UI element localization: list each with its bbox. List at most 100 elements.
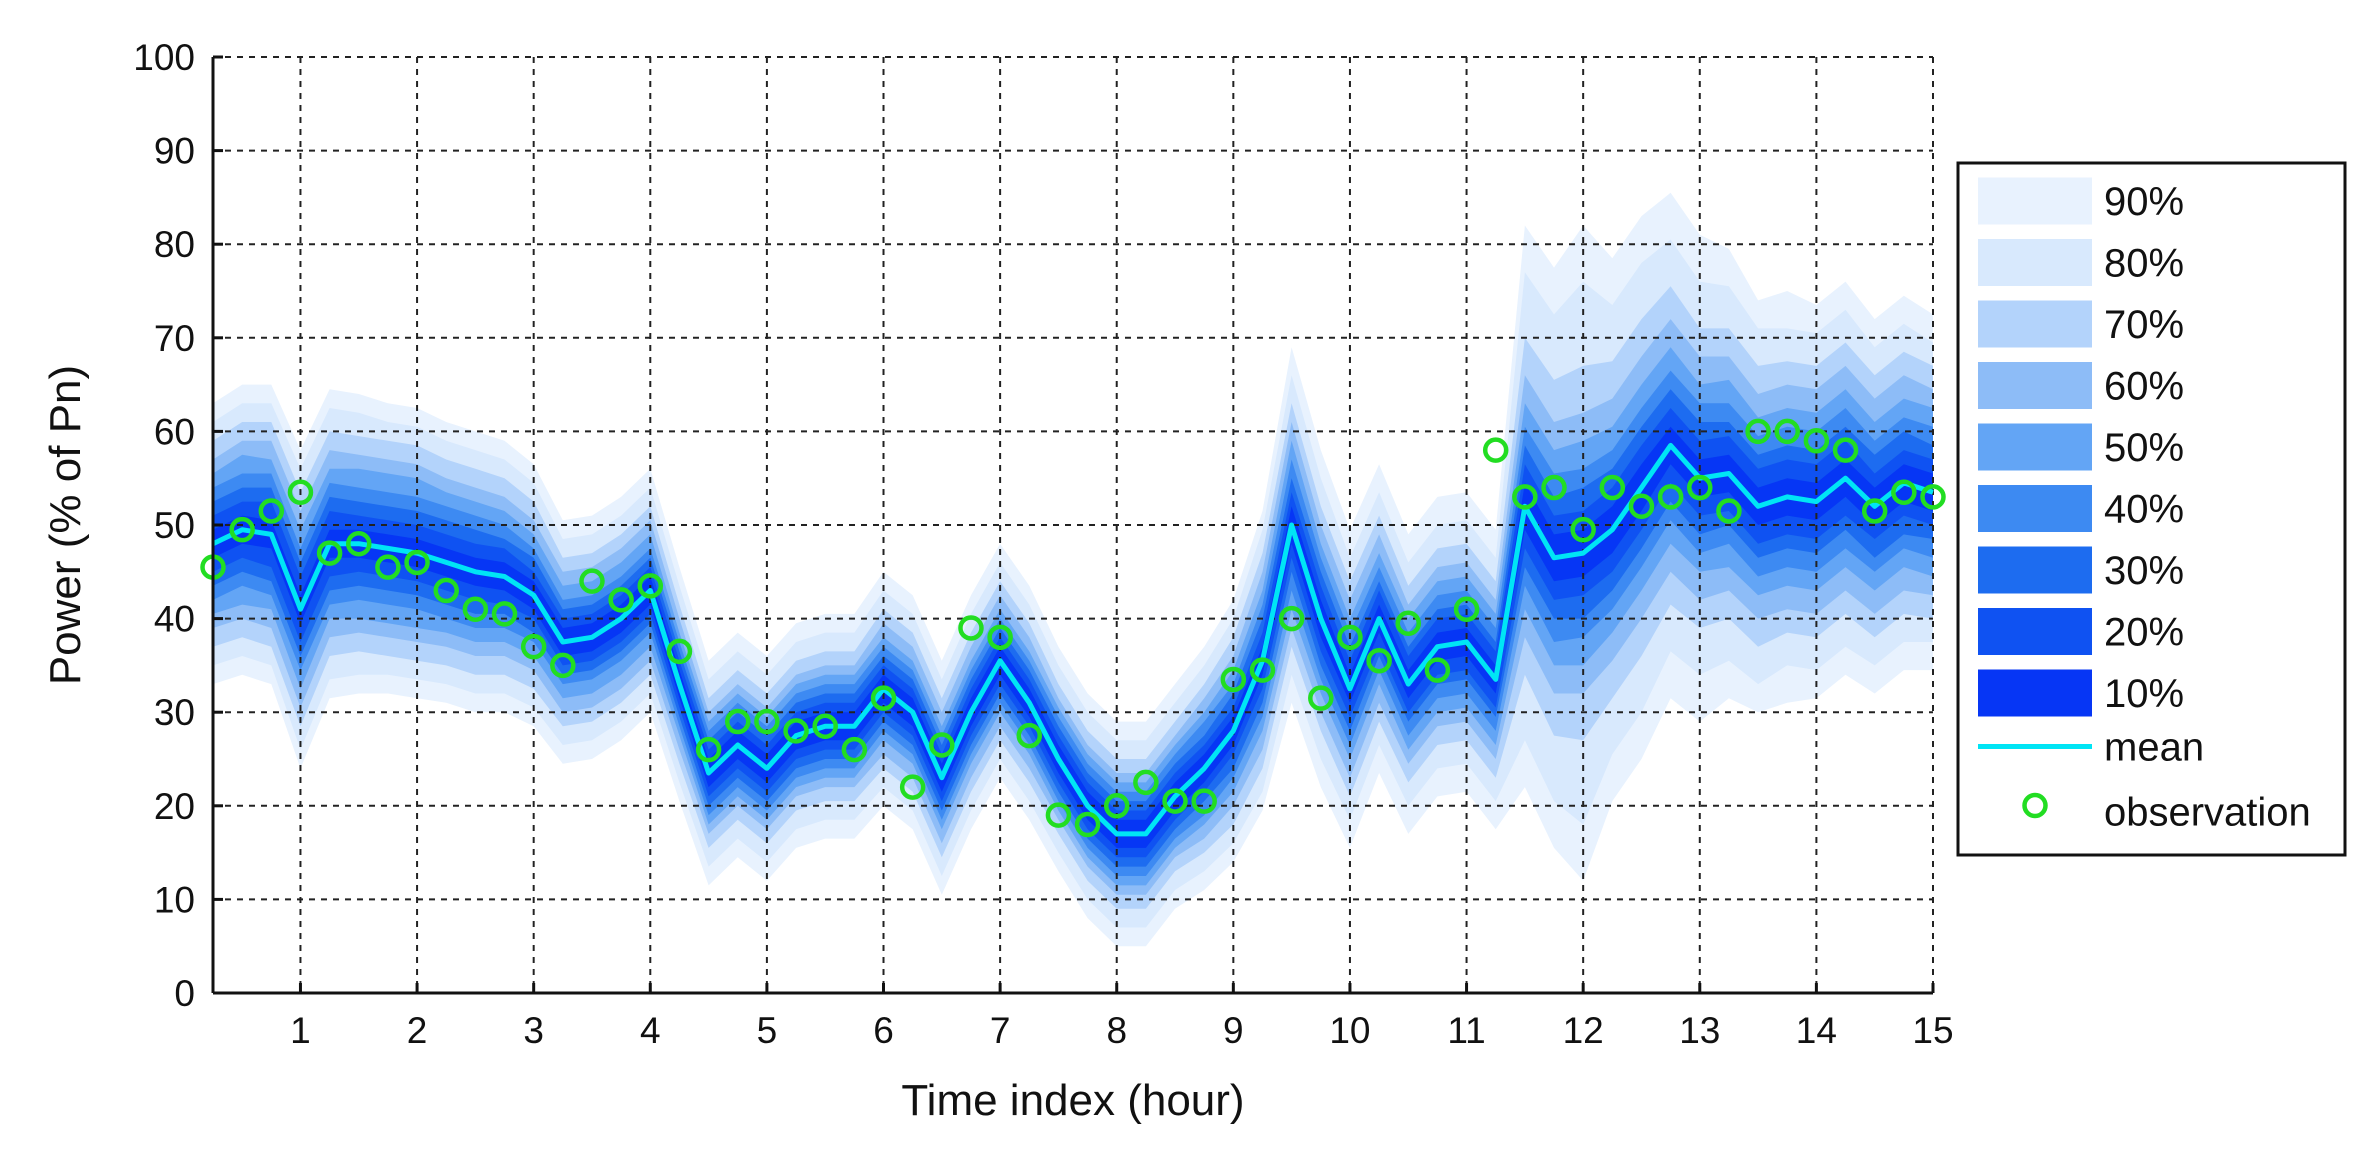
gridlines — [213, 56, 1934, 993]
observation-point — [841, 736, 868, 763]
x-tick-label: 8 — [1106, 1010, 1127, 1051]
x-tick-label: 5 — [757, 1010, 778, 1051]
observation-point — [1628, 493, 1655, 520]
observation-point — [1861, 498, 1888, 524]
legend-swatch — [1978, 300, 2092, 348]
observation-point — [1366, 647, 1392, 674]
x-tick-label: 15 — [1912, 1010, 1953, 1051]
observation-point — [1920, 484, 1946, 510]
y-tick-label: 20 — [154, 786, 195, 827]
observation-point — [1541, 474, 1567, 501]
observation-point — [433, 577, 459, 604]
observation-point — [724, 708, 751, 735]
observation-point — [1891, 479, 1917, 505]
observation-point — [1395, 610, 1422, 637]
x-tick-label: 6 — [873, 1010, 894, 1051]
y-tick-label: 80 — [154, 224, 195, 265]
x-tick-label: 10 — [1329, 1010, 1370, 1051]
observation-point — [666, 638, 693, 665]
observation-point — [1337, 624, 1363, 651]
legend-swatch — [1978, 177, 2092, 225]
x-tick-label: 14 — [1796, 1010, 1837, 1051]
legend-swatch — [1978, 423, 2092, 471]
observation-point — [1308, 685, 1334, 711]
observation-point — [1103, 793, 1130, 819]
observation-point — [1133, 769, 1159, 796]
x-tick-label: 7 — [990, 1010, 1011, 1051]
observation-point — [1016, 722, 1043, 749]
x-tick-label: 2 — [407, 1010, 428, 1051]
mean-series — [211, 442, 1934, 837]
observation-point — [608, 587, 634, 613]
legend-label: 70% — [2104, 303, 2184, 347]
observation-series — [200, 418, 1946, 838]
y-tick-label: 60 — [154, 411, 195, 452]
observation-point — [1162, 788, 1188, 814]
legend-label: mean — [2104, 726, 2204, 770]
mean-line — [211, 442, 1934, 837]
observation-point — [783, 718, 809, 744]
observation-point — [579, 568, 605, 594]
legend-label: 50% — [2104, 426, 2184, 470]
legend-swatch — [1978, 546, 2092, 594]
observation-point — [258, 498, 285, 524]
x-tick-label: 12 — [1563, 1010, 1604, 1051]
observation-point — [1512, 484, 1538, 510]
legend-label: 60% — [2104, 365, 2184, 409]
observation-point — [1774, 418, 1800, 445]
y-tick-label: 40 — [154, 599, 195, 640]
observation-point — [316, 540, 343, 566]
legend: 90% 80% 70% 60% 50% 40% 30% 20% 10% mean observati… — [1956, 161, 2347, 857]
x-tick-label: 3 — [523, 1010, 544, 1051]
band-80pct — [213, 239, 1933, 928]
legend-label: observation — [2104, 791, 2311, 835]
observation-point — [1249, 657, 1276, 683]
observation-point — [229, 516, 255, 543]
observation-point — [987, 624, 1013, 651]
observation-point — [1570, 516, 1596, 543]
legend-label: 90% — [2104, 180, 2184, 224]
observation-point — [1657, 484, 1684, 510]
observation-point — [520, 633, 547, 660]
legend-label: 80% — [2104, 242, 2184, 286]
observation-point — [1424, 657, 1451, 683]
observation-point — [1745, 418, 1771, 445]
observation-point — [899, 774, 926, 800]
observation-point — [404, 549, 430, 576]
observation-point — [1220, 666, 1247, 693]
legend-swatch — [1978, 608, 2092, 655]
legend-swatch — [1978, 669, 2092, 717]
legend-swatch — [1978, 362, 2092, 409]
observation-point — [1832, 437, 1859, 463]
observation-point — [812, 713, 838, 739]
observation-point — [346, 530, 372, 557]
observation-point — [870, 685, 897, 711]
observation-point — [1453, 596, 1480, 622]
observation-point — [462, 596, 489, 622]
y-axis-label: Power (% of Pn) — [41, 365, 90, 685]
observation-point — [1599, 474, 1626, 501]
observation-point — [695, 736, 722, 763]
observation-point — [754, 708, 780, 735]
legend-observation-marker — [2022, 792, 2048, 819]
legend-label: 20% — [2104, 611, 2184, 655]
observation-point — [287, 479, 314, 505]
y-tick-label: 90 — [154, 131, 195, 172]
x-tick-label: 4 — [640, 1010, 661, 1051]
y-tick-label: 50 — [154, 505, 195, 546]
observation-point — [1278, 605, 1305, 632]
observation-point — [1074, 811, 1101, 838]
observation-point — [958, 615, 984, 641]
observation-point — [637, 573, 664, 599]
x-tick-label: 13 — [1679, 1010, 1720, 1051]
observation-point — [1716, 498, 1742, 524]
observation-point — [550, 652, 576, 679]
observation-point — [1482, 437, 1509, 463]
y-tick-label: 100 — [133, 37, 195, 78]
y-tick-label: 0 — [174, 973, 195, 1014]
legend-label: 30% — [2104, 549, 2184, 593]
observation-point — [1045, 802, 1072, 828]
y-tick-label: 10 — [154, 879, 195, 920]
